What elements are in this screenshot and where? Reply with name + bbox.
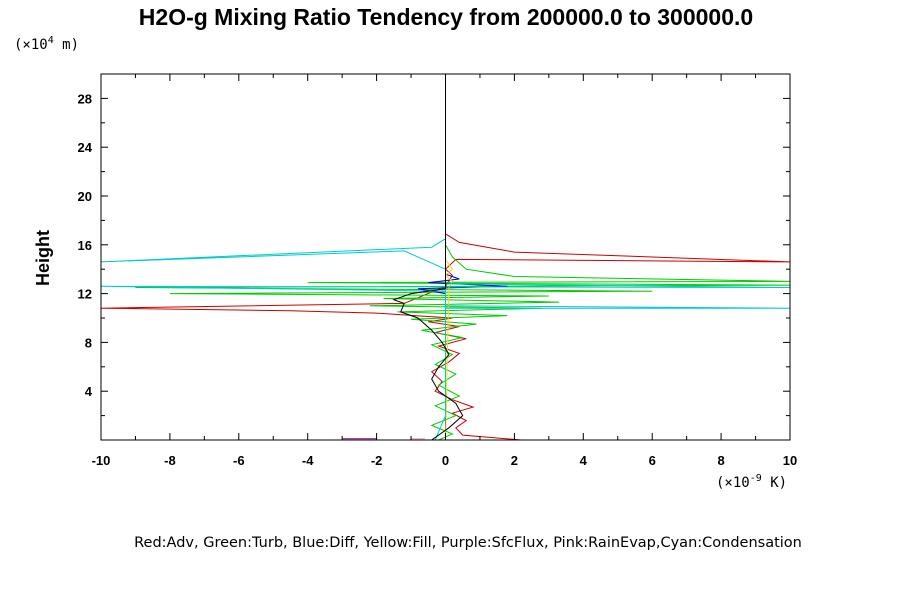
y-tick-label: 16 [78, 238, 92, 253]
series-line-turb [135, 74, 790, 440]
series-line-adv [101, 74, 790, 440]
y-tick-label: 20 [78, 189, 92, 204]
x-tick-label: -10 [92, 453, 111, 468]
legend: Red:Adv, Green:Turb, Blue:Diff, Yellow:F… [134, 535, 802, 551]
y-tick-label: 8 [85, 335, 92, 350]
x-tick-label: -2 [371, 453, 383, 468]
x-unit-label: (×10-9 K) [716, 473, 787, 491]
x-tick-label: -4 [302, 453, 314, 468]
x-tick-label: 2 [511, 453, 518, 468]
chart-title: H2O-g Mixing Ratio Tendency from 200000.… [139, 4, 753, 30]
series-line-condensation [101, 74, 790, 440]
x-tick-label: 0 [442, 453, 449, 468]
y-tick-label: 28 [78, 91, 92, 106]
y-tick-label: 24 [78, 140, 93, 155]
x-tick-label: 4 [580, 453, 588, 468]
y-unit-label: (×104 m) [14, 35, 79, 53]
series-layer [101, 74, 790, 440]
x-tick-label: 8 [717, 453, 724, 468]
x-tick-label: 10 [783, 453, 797, 468]
series-line-total [392, 74, 464, 440]
x-tick-label: 6 [649, 453, 656, 468]
series-line-fill [444, 74, 454, 440]
x-tick-label: -6 [233, 453, 245, 468]
y-axis-title: Height [33, 230, 53, 286]
y-tick-label: 12 [78, 287, 92, 302]
y-tick-label: 4 [85, 384, 93, 399]
series-line-diff [417, 74, 508, 440]
x-tick-label: -8 [164, 453, 176, 468]
